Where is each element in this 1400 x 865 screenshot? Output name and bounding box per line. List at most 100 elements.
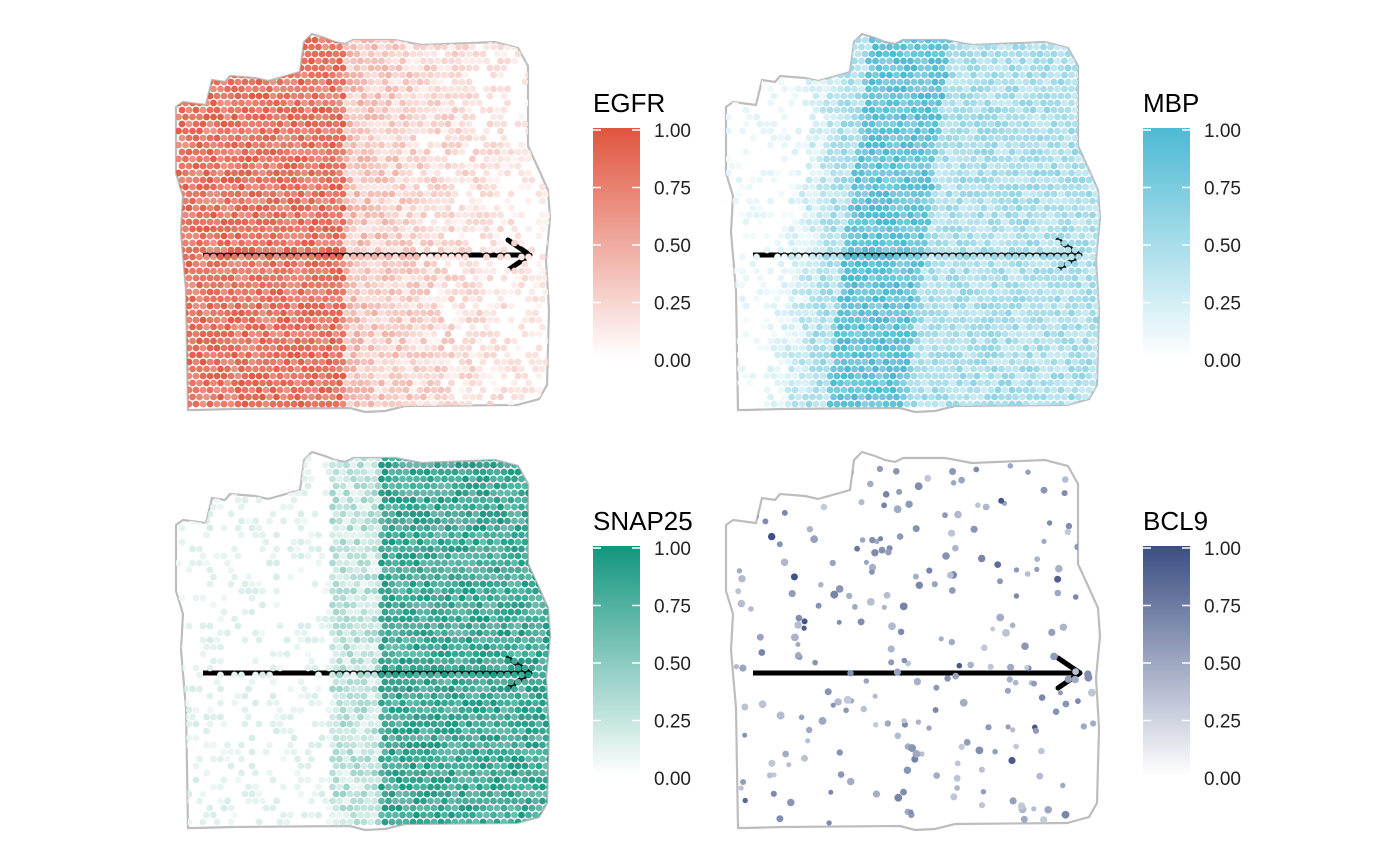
- spot: [409, 274, 417, 282]
- spot: [1057, 274, 1065, 282]
- spot: [1001, 302, 1009, 310]
- spot: [833, 106, 841, 114]
- spot: [444, 50, 452, 58]
- spot: [896, 218, 904, 226]
- spot: [826, 372, 834, 380]
- spot: [1019, 393, 1026, 401]
- spot: [795, 267, 802, 275]
- spot: [1089, 309, 1096, 317]
- spot: [1078, 330, 1086, 338]
- spot: [994, 148, 1002, 156]
- spot: [998, 43, 1005, 51]
- spot: [847, 274, 855, 282]
- spot: [1047, 351, 1054, 359]
- spot: [486, 302, 494, 310]
- spot: [339, 288, 347, 296]
- spot: [346, 120, 354, 128]
- spot: [203, 337, 210, 345]
- spot: [991, 183, 998, 191]
- spot: [273, 211, 280, 219]
- spot: [290, 36, 298, 44]
- spot: [392, 337, 399, 345]
- spot: [956, 225, 963, 233]
- spot: [462, 85, 469, 93]
- spot: [220, 400, 228, 408]
- spot: [886, 71, 893, 79]
- spot: [928, 183, 935, 191]
- spot: [781, 309, 788, 317]
- spot: [921, 379, 928, 387]
- spot: [462, 43, 469, 51]
- spot: [1005, 197, 1012, 205]
- spot: [518, 239, 525, 247]
- spot: [392, 393, 399, 401]
- spot: [297, 288, 305, 296]
- spot: [921, 393, 928, 401]
- spot: [406, 281, 413, 289]
- spot: [276, 330, 284, 338]
- spot: [486, 190, 494, 198]
- spot: [220, 36, 228, 44]
- spot: [928, 99, 935, 107]
- spot: [994, 36, 1002, 44]
- spot: [781, 393, 788, 401]
- spot: [1089, 253, 1096, 261]
- spot: [301, 351, 308, 359]
- spot: [304, 274, 312, 282]
- spot: [199, 134, 207, 142]
- spot: [420, 253, 427, 261]
- spot: [851, 141, 858, 149]
- spot: [1054, 253, 1061, 261]
- spot: [991, 211, 998, 219]
- spot: [984, 295, 991, 303]
- spot: [840, 358, 848, 366]
- spot: [1015, 120, 1023, 128]
- spot: [437, 120, 445, 128]
- spot: [521, 78, 529, 86]
- spot: [1008, 386, 1016, 394]
- spot: [399, 197, 406, 205]
- spot: [1001, 218, 1009, 226]
- spot: [430, 400, 438, 408]
- spot: [322, 141, 329, 149]
- spot: [861, 316, 869, 324]
- spot: [364, 337, 371, 345]
- spot: [290, 162, 298, 170]
- spot: [977, 99, 984, 107]
- spot: [959, 204, 967, 212]
- spot: [231, 99, 238, 107]
- spot: [886, 253, 893, 261]
- spot: [1005, 211, 1012, 219]
- spot: [851, 57, 858, 65]
- spot: [451, 316, 459, 324]
- spot: [1050, 162, 1058, 170]
- spot: [781, 267, 788, 275]
- spot: [182, 127, 189, 135]
- spot: [500, 162, 508, 170]
- spot: [196, 351, 203, 359]
- spot: [917, 386, 925, 394]
- spot: [921, 141, 928, 149]
- spot: [315, 183, 322, 191]
- spot: [921, 113, 928, 121]
- spot: [914, 155, 921, 163]
- spot: [893, 141, 900, 149]
- spot: [248, 260, 256, 268]
- spot: [882, 288, 890, 296]
- spot: [861, 274, 869, 282]
- spot: [462, 281, 469, 289]
- spot: [259, 57, 266, 65]
- spot: [220, 92, 228, 100]
- spot: [399, 183, 406, 191]
- spot: [469, 281, 476, 289]
- spot: [795, 365, 802, 373]
- spot: [196, 197, 203, 205]
- spot: [255, 358, 263, 366]
- spot: [514, 232, 522, 240]
- spot: [928, 323, 935, 331]
- spot: [176, 85, 182, 93]
- spot: [388, 400, 396, 408]
- spot: [889, 204, 897, 212]
- spot: [816, 169, 823, 177]
- spot: [388, 50, 396, 58]
